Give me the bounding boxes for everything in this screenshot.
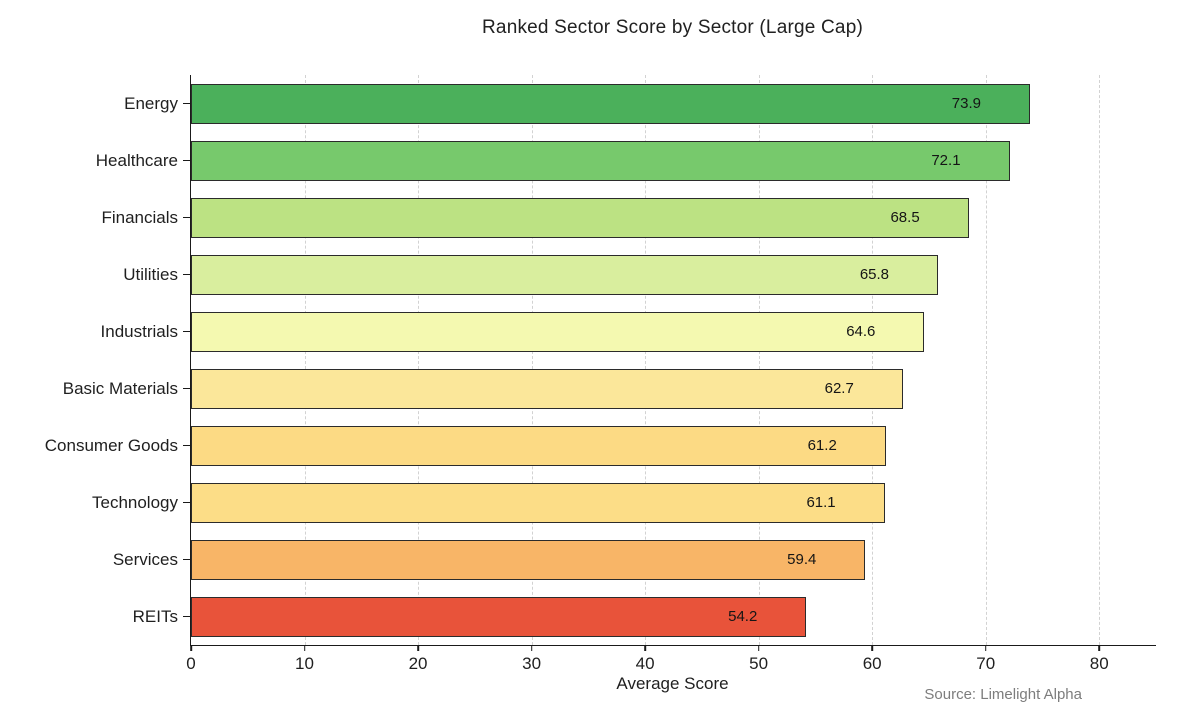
bar-value-label: 59.4 bbox=[787, 551, 817, 568]
gridline bbox=[1099, 75, 1101, 645]
x-tick-mark bbox=[757, 645, 760, 651]
x-tick-label: 20 bbox=[408, 654, 428, 673]
y-tick-mark bbox=[182, 558, 190, 561]
gridline bbox=[418, 75, 420, 645]
category-label-consumer-goods: Consumer Goods bbox=[44, 435, 178, 455]
x-tick-label: 30 bbox=[522, 654, 542, 673]
x-tick-label: 10 bbox=[295, 654, 314, 673]
gridline bbox=[758, 75, 760, 645]
gridline bbox=[872, 75, 874, 645]
bar-healthcare: 72.1 bbox=[191, 140, 1010, 181]
y-tick-mark bbox=[182, 501, 190, 504]
x-tick-mark bbox=[644, 645, 646, 651]
chart-title: Ranked Sector Score by Sector (Large Cap… bbox=[482, 17, 863, 38]
bar-utilities: 65.8 bbox=[191, 254, 939, 295]
x-tick-mark bbox=[417, 645, 419, 651]
bar-basic-materials: 62.7 bbox=[191, 368, 903, 409]
bar-services: 59.4 bbox=[191, 539, 866, 580]
x-tick-label: 0 bbox=[186, 654, 196, 673]
bar-reits: 54.2 bbox=[191, 596, 807, 637]
x-tick-mark bbox=[530, 645, 533, 651]
bar-value-label: 64.6 bbox=[846, 323, 876, 340]
bar-energy: 73.9 bbox=[191, 83, 1030, 124]
x-tick-mark bbox=[871, 645, 873, 651]
source-note: Source: Limelight Alpha bbox=[924, 686, 1082, 703]
y-tick-mark bbox=[182, 615, 190, 618]
gridline bbox=[531, 75, 533, 645]
plot-area: 0 10 20 30 40 50 60 70 80 73.9 72.1 68.5 65.8 64.6 62.… bbox=[182, 75, 1156, 673]
category-label-energy: Energy bbox=[124, 93, 178, 113]
gridline bbox=[304, 75, 306, 645]
y-tick-mark bbox=[182, 159, 190, 162]
y-axis-labels: Energy Healthcare Financials Utilities Indus… bbox=[0, 75, 178, 645]
bar-value-label: 62.7 bbox=[824, 380, 854, 397]
category-label-services: Services bbox=[112, 549, 178, 569]
x-tick-label: 80 bbox=[1089, 654, 1109, 673]
bar-value-label: 54.2 bbox=[728, 608, 758, 625]
gridline bbox=[645, 75, 647, 645]
gridline bbox=[985, 75, 987, 645]
x-tick-label: 50 bbox=[749, 654, 769, 673]
y-tick-mark bbox=[182, 330, 190, 333]
bar-value-label: 61.2 bbox=[807, 437, 837, 454]
bar-value-label: 68.5 bbox=[890, 209, 920, 226]
bar-value-label: 61.1 bbox=[806, 494, 836, 511]
bar-financials: 68.5 bbox=[191, 197, 969, 238]
x-axis-label: Average Score bbox=[616, 674, 729, 693]
category-label-financials: Financials bbox=[101, 207, 178, 227]
bar-value-label: 65.8 bbox=[859, 266, 890, 283]
x-tick-label: 40 bbox=[635, 654, 655, 673]
bar-consumer-goods: 61.2 bbox=[191, 425, 886, 466]
x-tick-label: 70 bbox=[976, 654, 996, 673]
bar-industrials: 64.6 bbox=[191, 311, 925, 352]
x-tick-label: 60 bbox=[862, 654, 882, 673]
y-tick-mark bbox=[182, 273, 190, 276]
bar-technology: 61.1 bbox=[191, 482, 885, 523]
bar-value-label: 73.9 bbox=[951, 95, 981, 112]
category-label-utilities: Utilities bbox=[123, 264, 178, 284]
category-label-technology: Technology bbox=[91, 492, 178, 512]
y-tick-mark bbox=[182, 444, 190, 447]
y-tick-mark bbox=[182, 216, 190, 219]
category-label-basic-materials: Basic Materials bbox=[62, 378, 178, 398]
x-tick-mark bbox=[303, 645, 306, 651]
x-tick-mark bbox=[984, 645, 987, 651]
bar-value-label: 72.1 bbox=[931, 152, 961, 169]
x-tick-mark bbox=[190, 645, 192, 651]
category-label-healthcare: Healthcare bbox=[95, 150, 178, 170]
y-tick-mark bbox=[182, 387, 190, 390]
category-label-industrials: Industrials bbox=[100, 321, 178, 341]
x-tick-mark bbox=[1098, 645, 1101, 651]
category-label-reits: REITs bbox=[132, 606, 178, 626]
y-tick-mark bbox=[182, 102, 190, 105]
